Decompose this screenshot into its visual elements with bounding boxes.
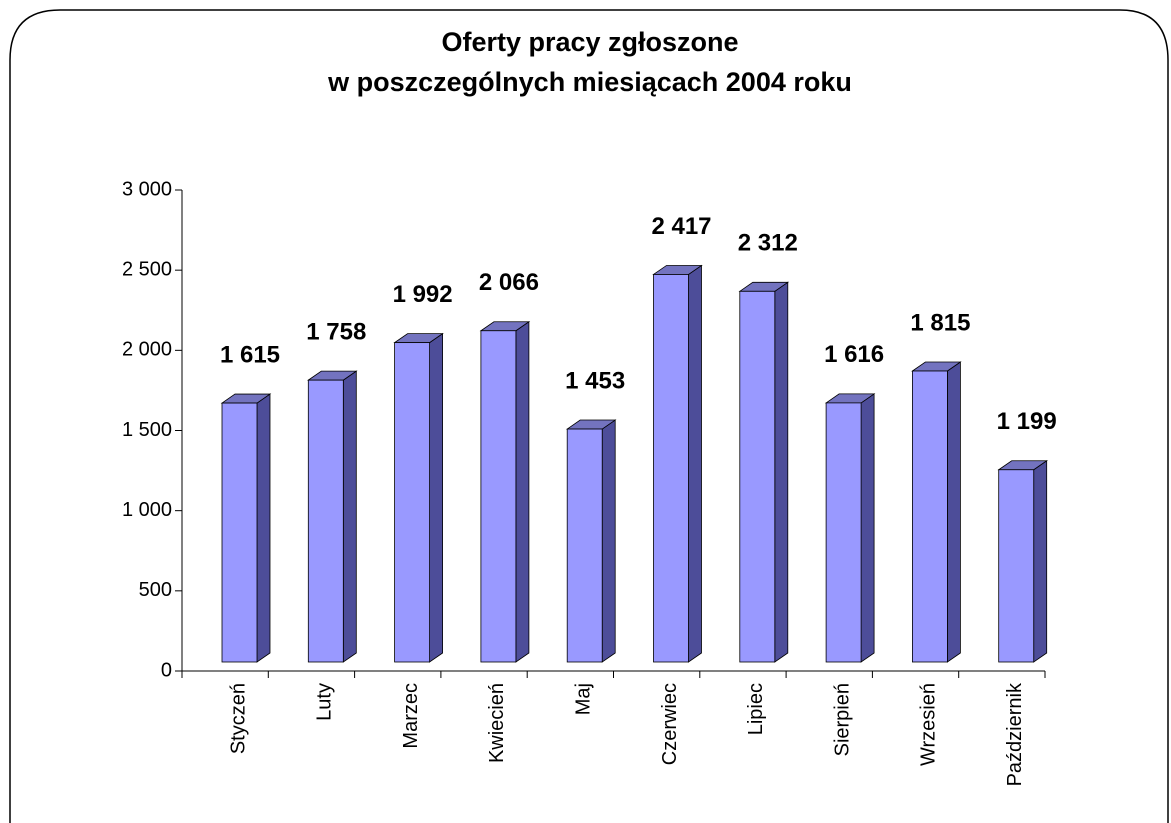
- y-tick-label: 0: [161, 659, 172, 681]
- bar: [652, 264, 703, 663]
- x-tick-label: Luty: [314, 683, 336, 721]
- x-tick-label: Styczeń: [227, 683, 249, 754]
- bar-side: [688, 264, 702, 663]
- y-tick-label: 3 000: [122, 178, 172, 200]
- value-label: 2 066: [479, 269, 539, 296]
- value-label: 1 815: [910, 309, 970, 336]
- y-tick-label: 1 000: [122, 499, 172, 521]
- bar-front: [480, 330, 517, 663]
- y-tick-label: 500: [139, 579, 172, 601]
- bar-front: [394, 342, 431, 663]
- chart-title: Oferty pracy zgłoszone: [441, 27, 738, 57]
- frame: [9, 9, 1169, 823]
- bar-front: [307, 379, 344, 663]
- bar: [393, 332, 444, 663]
- x-tick-label: Lipiec: [745, 683, 767, 735]
- bar-side: [774, 281, 789, 663]
- y-tick-label: 2 500: [122, 258, 172, 280]
- bar: [307, 370, 358, 663]
- bar-front: [912, 370, 948, 663]
- value-label: 1 758: [306, 318, 366, 345]
- value-label: 2 417: [651, 213, 711, 240]
- y-tick-label: 2 000: [122, 339, 172, 361]
- value-label: 1 615: [220, 341, 280, 368]
- value-label: 1 616: [824, 341, 884, 368]
- bar: [911, 361, 962, 663]
- y-tick-label: 1 500: [122, 419, 172, 441]
- bar-front: [566, 428, 603, 663]
- bar-side: [342, 370, 357, 663]
- bar: [738, 281, 790, 663]
- bar: [824, 393, 876, 663]
- bar-side: [515, 320, 530, 663]
- bar-front: [653, 274, 689, 663]
- bar-front: [998, 469, 1035, 663]
- bar-side: [860, 393, 875, 663]
- bar-side: [256, 393, 271, 663]
- x-tick-label: Październik: [1004, 682, 1026, 786]
- x-tick-label: Czerwiec: [659, 683, 681, 765]
- bar: [220, 393, 272, 663]
- value-label: 1 992: [393, 281, 453, 308]
- x-tick-label: Sierpień: [831, 683, 853, 756]
- bar-front: [739, 290, 776, 663]
- bar-front: [221, 402, 258, 663]
- bar: [479, 320, 531, 663]
- value-label: 1 199: [997, 408, 1057, 435]
- chart-title: w poszczególnych miesiącach 2004 roku: [327, 67, 852, 97]
- x-tick-label: Maj: [572, 683, 594, 715]
- value-label: 2 312: [738, 230, 798, 257]
- bar-side: [601, 419, 616, 663]
- bar-side: [429, 332, 444, 663]
- x-tick-label: Marzec: [400, 683, 422, 749]
- bar-side: [1033, 459, 1048, 663]
- bar-side: [947, 361, 961, 663]
- bar: [997, 459, 1048, 663]
- x-tick-label: Wrzesień: [918, 683, 940, 766]
- bar-front: [825, 402, 862, 663]
- bar: [565, 419, 617, 663]
- value-label: 1 453: [565, 367, 625, 394]
- x-tick-label: Kwiecień: [486, 683, 508, 763]
